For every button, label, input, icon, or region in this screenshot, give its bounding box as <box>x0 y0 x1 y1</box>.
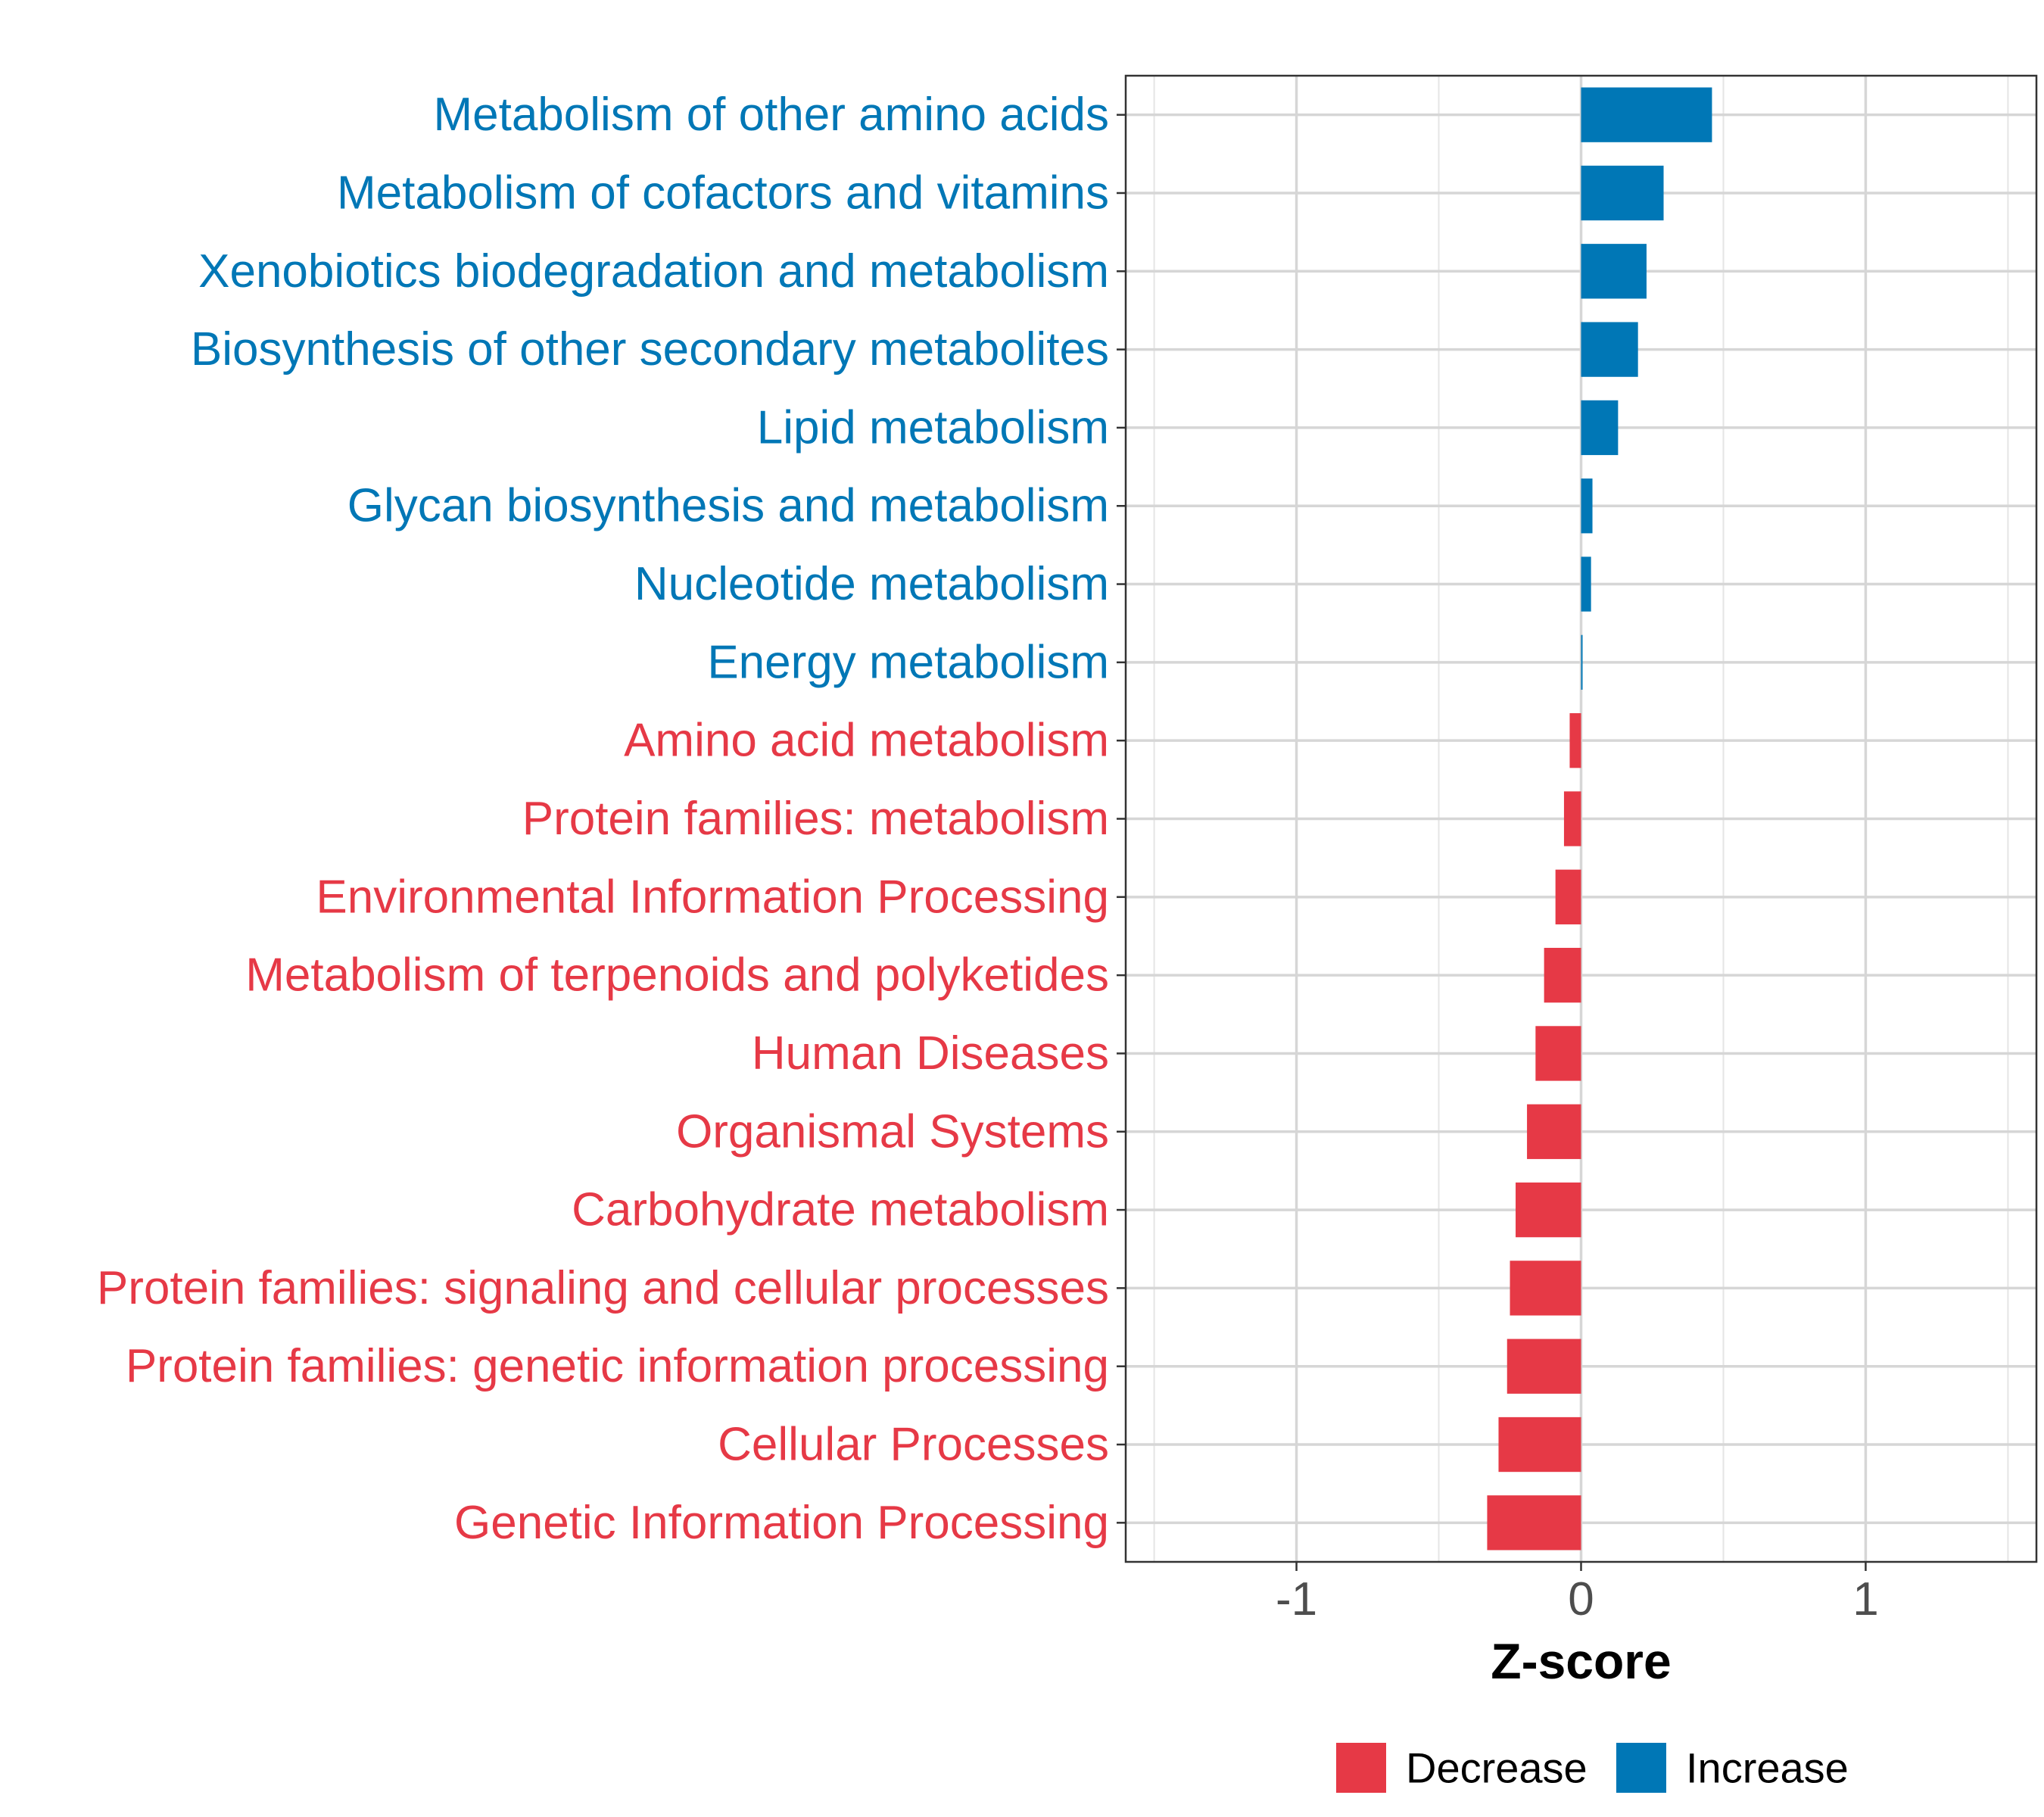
category-label: Nucleotide metabolism <box>634 558 1109 610</box>
bar <box>1581 556 1591 612</box>
bar <box>1516 1182 1581 1238</box>
legend-swatch <box>1616 1743 1666 1793</box>
bar <box>1569 713 1581 768</box>
category-label: Protein families: signaling and cellular… <box>97 1262 1109 1314</box>
bar <box>1555 869 1581 924</box>
legend-label: Decrease <box>1406 1744 1588 1792</box>
bar <box>1498 1417 1581 1473</box>
category-label: Metabolism of cofactors and vitamins <box>337 167 1109 219</box>
bar <box>1527 1104 1581 1159</box>
bar <box>1510 1261 1581 1316</box>
legend-swatch <box>1336 1743 1386 1793</box>
legend: Decrease Increase <box>1336 1743 1849 1793</box>
category-label: Environmental Information Processing <box>316 871 1109 923</box>
y-axis-ticks <box>1117 114 1126 1524</box>
bars <box>1487 87 1712 1551</box>
x-tick-label: 1 <box>1852 1573 1878 1625</box>
y-axis-category-labels: Metabolism of other amino acids Metabolis… <box>97 89 1109 1549</box>
category-label: Genetic Information Processing <box>454 1497 1109 1549</box>
bar <box>1581 322 1638 377</box>
category-label: Biosynthesis of other secondary metaboli… <box>191 323 1109 376</box>
bar <box>1535 1026 1581 1081</box>
bar <box>1487 1495 1581 1551</box>
bar <box>1507 1339 1581 1394</box>
x-axis-ticks: -1 0 1 <box>1276 1562 1879 1625</box>
category-label: Human Diseases <box>752 1027 1109 1080</box>
category-label: Metabolism of other amino acids <box>433 89 1109 141</box>
category-label: Glycan biosynthesis and metabolism <box>347 480 1109 532</box>
category-label: Amino acid metabolism <box>624 715 1109 767</box>
category-label: Lipid metabolism <box>757 401 1109 453</box>
category-label: Protein families: metabolism <box>522 793 1109 845</box>
bar <box>1563 791 1581 846</box>
bar <box>1581 634 1583 690</box>
bar <box>1581 478 1593 534</box>
bar <box>1581 400 1619 456</box>
x-tick-label: 0 <box>1568 1573 1594 1625</box>
category-label: Energy metabolism <box>707 636 1109 688</box>
legend-label: Increase <box>1686 1744 1849 1792</box>
bar <box>1581 165 1664 221</box>
category-label: Cellular Processes <box>718 1419 1109 1471</box>
category-label: Organismal Systems <box>676 1105 1109 1158</box>
bar <box>1544 947 1581 1003</box>
x-tick-label: -1 <box>1276 1573 1317 1625</box>
x-axis-title: Z-score <box>1491 1633 1671 1689</box>
category-label: Carbohydrate metabolism <box>572 1184 1109 1236</box>
category-label: Metabolism of terpenoids and polyketides <box>245 949 1109 1002</box>
category-label: Protein families: genetic information pr… <box>126 1340 1109 1392</box>
bar <box>1581 87 1712 142</box>
category-label: Xenobiotics biodegradation and metabolis… <box>198 245 1109 298</box>
bar <box>1581 244 1647 299</box>
